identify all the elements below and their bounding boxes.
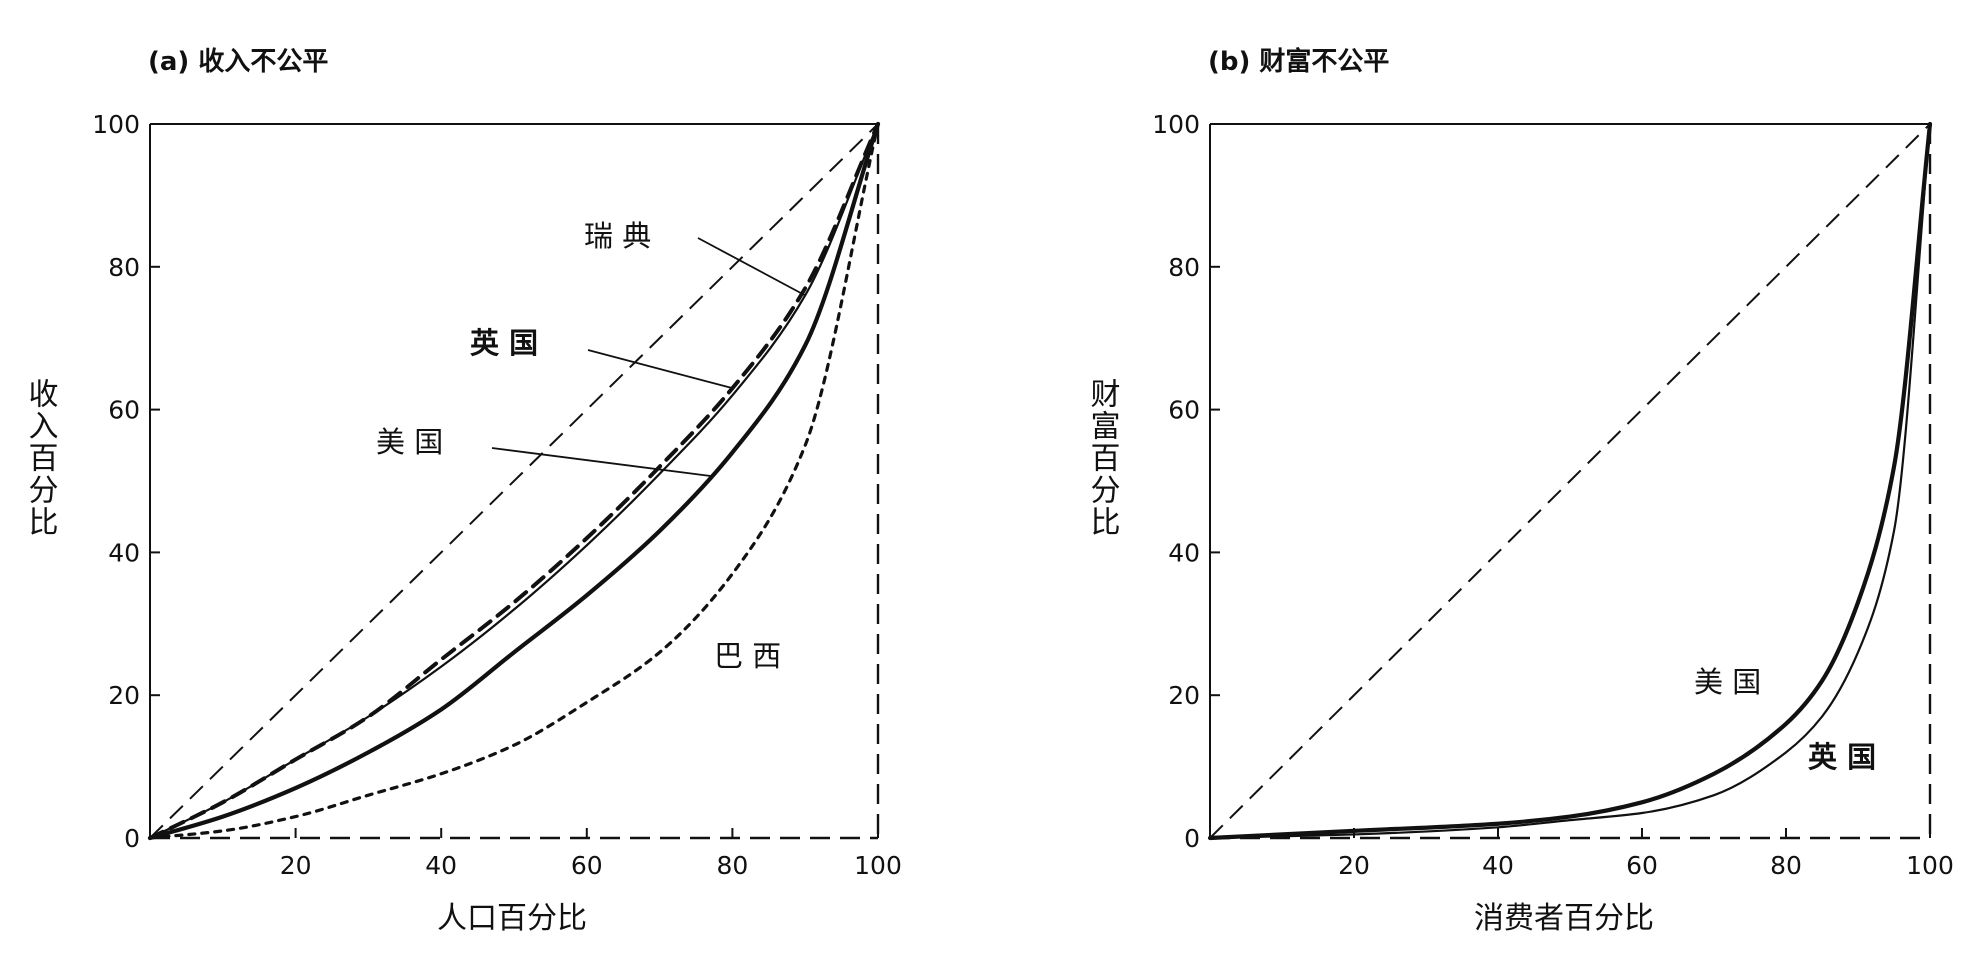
chart-b-series-line-0 xyxy=(1207,121,1933,841)
chart-a-ytick-label: 20 xyxy=(108,681,140,710)
chart-a-xtick-label: 40 xyxy=(425,851,457,880)
chart-dynamic-layer: 0 20 40 60 80 100 20 40 60 80 100 0 20 40 60 80 100 20 40 6… xyxy=(92,110,1954,880)
chart-a-series-line-1 xyxy=(148,122,880,840)
chart-a-label-sweden: 瑞 典 xyxy=(584,219,651,253)
chart-a-label-usa: 美 国 xyxy=(376,425,443,459)
chart-b-xlabel: 消费者百分比 xyxy=(1474,901,1654,936)
chart-b-ytick-label: 0 xyxy=(1184,824,1200,853)
chart-b-xtick-label: 60 xyxy=(1626,851,1658,880)
chart-a-ytick-label: 80 xyxy=(108,253,140,282)
chart-b-xtick-label: 100 xyxy=(1906,851,1954,880)
chart-a-label-uk: 英 国 xyxy=(470,326,538,360)
chart-a-equality-line xyxy=(149,123,879,839)
chart-b-label-uk: 英 国 xyxy=(1808,740,1876,774)
chart-a-ylabel: 收入百分比 xyxy=(23,378,58,538)
chart-b-ytick-label: 60 xyxy=(1168,396,1200,425)
chart-b-series-line-1 xyxy=(1208,122,1932,840)
chart-a-title: (a) 收入不公平 xyxy=(148,47,328,77)
chart-b-ytick-label: 80 xyxy=(1168,253,1200,282)
chart-b-equality-line xyxy=(1209,123,1931,839)
chart-a-xtick-label: 80 xyxy=(716,851,748,880)
chart-b-xtick-label: 20 xyxy=(1338,851,1370,880)
chart-a-ytick-label: 0 xyxy=(124,824,140,853)
chart-b-xtick-label: 40 xyxy=(1482,851,1514,880)
chart-b-ytick-label: 40 xyxy=(1168,538,1200,567)
chart-a-ytick-label: 100 xyxy=(92,110,140,139)
chart-b-label-usa: 美 国 xyxy=(1694,665,1761,699)
chart-a-leader-line-1 xyxy=(587,349,733,390)
chart-a-leader-line-0 xyxy=(697,237,806,297)
chart-b-ytick-label: 100 xyxy=(1152,110,1200,139)
chart-a-ytick-label: 40 xyxy=(108,538,140,567)
chart-a-xlabel: 人口百分比 xyxy=(437,901,587,936)
chart-a-ytick-label: 60 xyxy=(108,396,140,425)
chart-a-xtick-label: 60 xyxy=(571,851,603,880)
chart-b-xtick-label: 80 xyxy=(1770,851,1802,880)
chart-a-series-line-2 xyxy=(147,121,881,841)
chart-b-ytick-label: 20 xyxy=(1168,681,1200,710)
chart-a-xtick-label: 100 xyxy=(854,851,902,880)
chart-a-xtick-label: 20 xyxy=(280,851,312,880)
chart-b-ylabel: 财富百分比 xyxy=(1085,378,1120,538)
chart-a-leader-line-2 xyxy=(491,447,711,477)
chart-a-series-line-3 xyxy=(148,122,880,840)
chart-b-title: (b) 财富不公平 xyxy=(1208,46,1389,77)
chart-a-label-brazil: 巴 西 xyxy=(714,639,781,673)
